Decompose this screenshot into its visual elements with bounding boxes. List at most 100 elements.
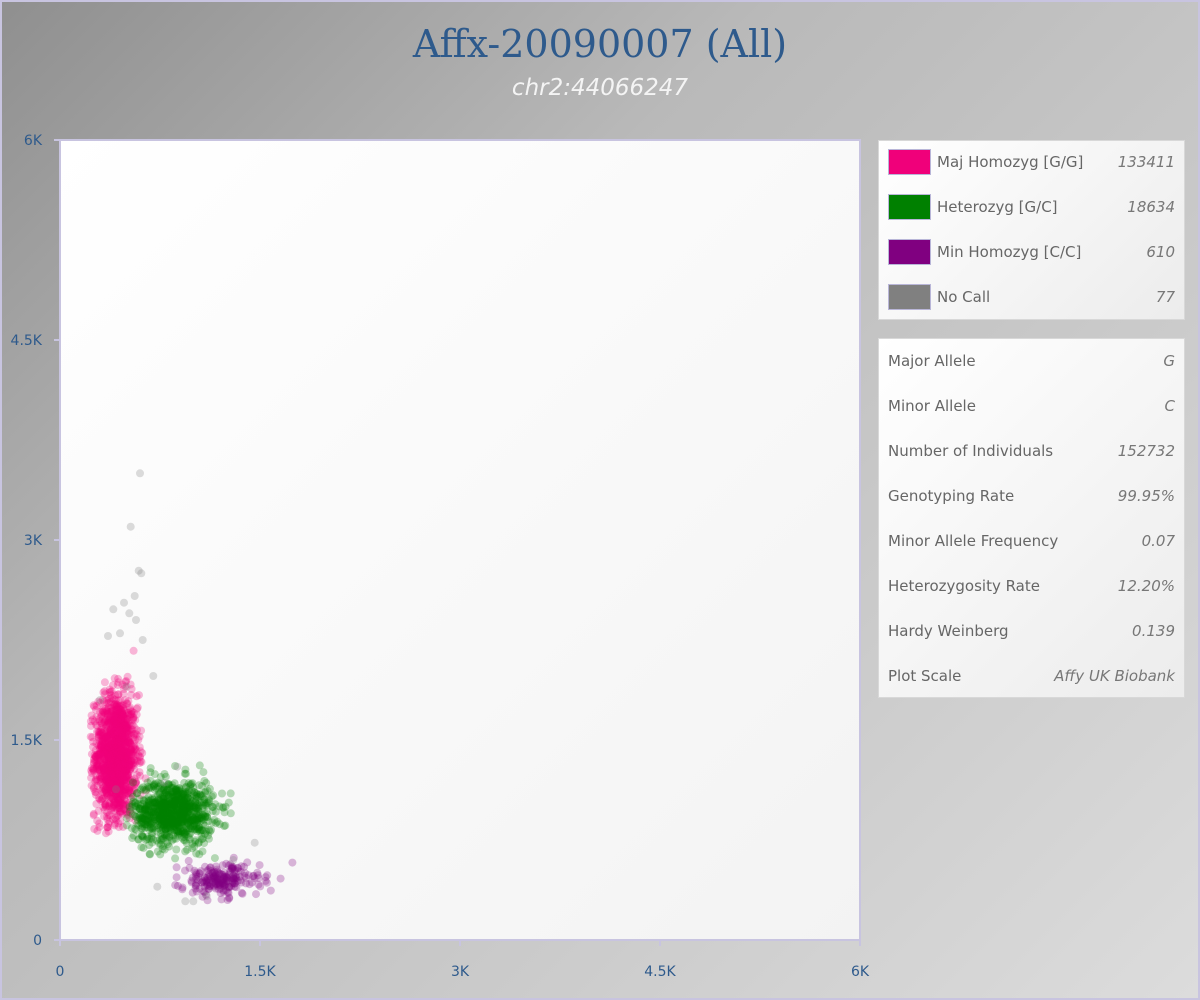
stat-value: 0.139 [1132, 622, 1175, 640]
data-point [124, 751, 133, 760]
data-point [113, 710, 122, 719]
data-point [168, 802, 176, 811]
data-point [106, 766, 115, 775]
data-point [198, 782, 206, 790]
data-point [116, 809, 125, 818]
data-point [169, 803, 177, 812]
data-point [162, 787, 170, 796]
data-point [241, 869, 250, 878]
data-point [141, 786, 150, 795]
data-point [172, 820, 181, 829]
data-point [114, 732, 123, 741]
data-point [169, 806, 178, 815]
data-point [223, 873, 231, 882]
data-point [151, 797, 160, 806]
data-point [123, 672, 132, 681]
data-point [121, 791, 130, 800]
data-point [155, 820, 164, 829]
data-point [102, 793, 111, 802]
data-point [162, 830, 171, 839]
data-point [111, 696, 120, 705]
data-point [131, 779, 140, 788]
data-point [139, 832, 148, 841]
data-point [173, 821, 182, 830]
data-point [124, 708, 133, 717]
legend-item-heterozyg[interactable]: Heterozyg [G/C] 18634 [879, 186, 1184, 231]
data-point [99, 708, 108, 717]
data-point [154, 787, 163, 796]
data-point [100, 745, 109, 754]
data-point [163, 790, 172, 799]
data-point [99, 761, 108, 770]
data-point [135, 813, 144, 822]
data-point [200, 839, 209, 848]
data-point [146, 823, 155, 832]
data-point [157, 803, 166, 812]
data-point [127, 746, 135, 755]
data-point [162, 786, 171, 795]
data-point [121, 725, 130, 734]
data-point [109, 815, 117, 824]
data-point [112, 781, 120, 790]
data-point [101, 750, 110, 759]
data-point [207, 792, 216, 801]
data-point [178, 817, 187, 826]
data-point [107, 730, 116, 739]
data-point [104, 743, 113, 752]
data-point [117, 728, 126, 737]
data-point [116, 790, 125, 799]
data-point [129, 714, 138, 723]
data-point [166, 818, 175, 826]
data-point [132, 771, 141, 779]
data-point [117, 739, 126, 748]
data-point [183, 808, 191, 816]
data-point [91, 752, 100, 761]
data-point [191, 813, 200, 822]
data-point [122, 821, 131, 830]
data-point [180, 795, 189, 804]
data-point [225, 882, 234, 891]
data-point [145, 802, 153, 811]
data-point [152, 801, 161, 810]
data-point [199, 826, 208, 835]
data-point [101, 799, 110, 808]
data-point [95, 765, 104, 774]
data-point [202, 779, 211, 787]
data-point [151, 779, 160, 788]
data-point [106, 810, 114, 819]
data-point [114, 712, 123, 721]
data-point [130, 764, 139, 773]
data-point [156, 816, 165, 825]
legend-item-maj-homozyg[interactable]: Maj Homozyg [G/G] 133411 [879, 141, 1184, 186]
data-point [179, 799, 187, 808]
data-point [183, 808, 192, 817]
data-point [121, 740, 129, 749]
data-point [160, 814, 169, 823]
data-point [156, 773, 165, 781]
data-point [168, 800, 177, 809]
data-point [123, 744, 132, 753]
data-point [191, 804, 200, 813]
data-point [115, 733, 124, 742]
data-point [157, 802, 166, 811]
data-point [123, 808, 132, 817]
data-point [191, 797, 200, 806]
legend-item-no-call[interactable]: No Call 77 [879, 276, 1184, 321]
data-point [180, 787, 189, 796]
data-point [95, 717, 104, 726]
data-point [146, 764, 155, 773]
data-point [229, 872, 238, 881]
data-point [103, 750, 112, 759]
data-point [150, 798, 159, 807]
legend-item-min-homozyg[interactable]: Min Homozyg [C/C] 610 [879, 231, 1184, 276]
data-point [113, 744, 122, 753]
data-point [205, 825, 213, 834]
data-point [218, 879, 226, 887]
data-point [117, 711, 126, 720]
data-point [214, 885, 223, 894]
data-point [116, 756, 125, 765]
data-point [182, 815, 191, 823]
data-point [147, 831, 156, 840]
data-point [155, 817, 164, 826]
data-point [126, 757, 135, 765]
